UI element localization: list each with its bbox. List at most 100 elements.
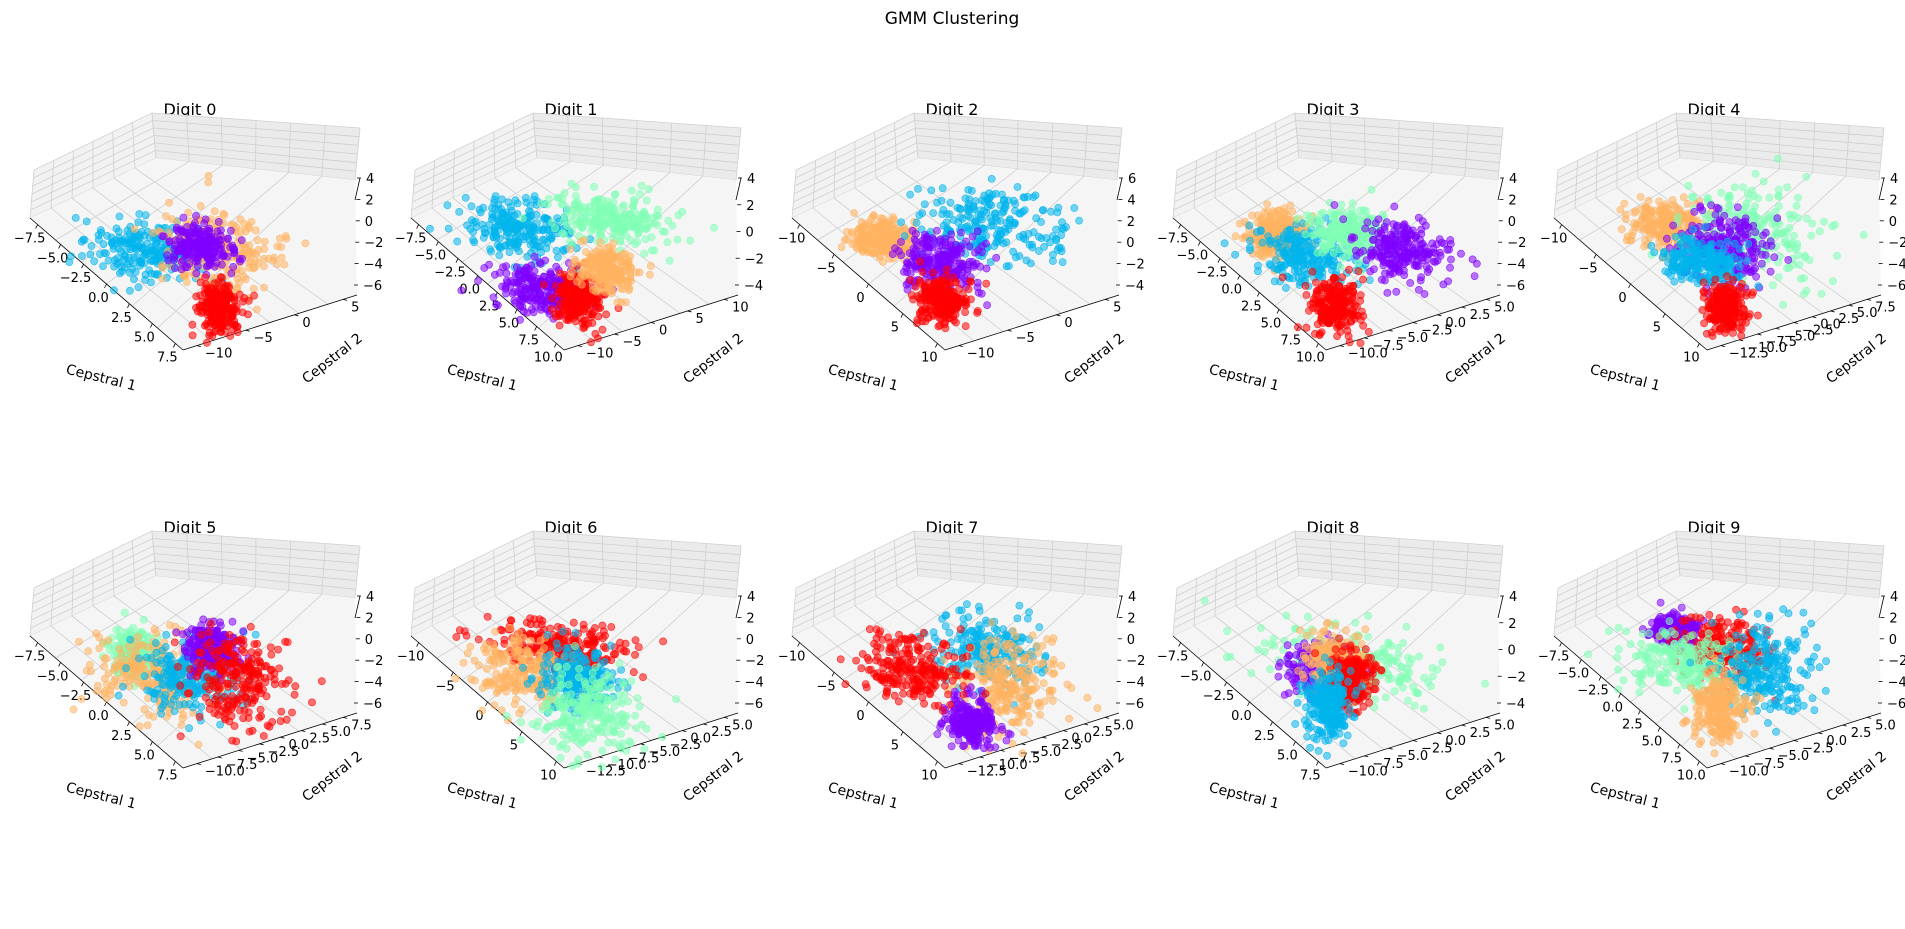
- point: [1401, 258, 1410, 267]
- point: [230, 297, 239, 306]
- z-tick-label: −2: [1888, 236, 1905, 251]
- point: [1792, 243, 1801, 252]
- point: [1335, 245, 1344, 254]
- point: [1037, 218, 1045, 226]
- point: [134, 242, 143, 250]
- point: [1470, 272, 1479, 280]
- point: [512, 263, 521, 272]
- point: [192, 211, 200, 220]
- point: [930, 277, 939, 286]
- y-tick-label: −10: [205, 347, 232, 362]
- z-tick-label: −2: [745, 252, 764, 267]
- y-tick-label: −10: [586, 347, 613, 362]
- point: [165, 237, 174, 245]
- x-tick-label: −2.5: [434, 266, 466, 281]
- point: [240, 219, 249, 228]
- point: [954, 218, 963, 227]
- point: [992, 238, 1001, 247]
- point: [226, 226, 235, 235]
- point: [1428, 239, 1437, 248]
- z-tick-label: 2: [1889, 193, 1897, 208]
- point: [955, 284, 964, 293]
- z-tick-label: 0: [1889, 215, 1897, 230]
- point: [1785, 223, 1794, 232]
- point: [251, 256, 260, 265]
- point: [125, 286, 134, 295]
- point: [999, 207, 1008, 216]
- point: [1666, 209, 1675, 218]
- point: [1380, 276, 1389, 285]
- point: [553, 253, 562, 262]
- point: [918, 236, 927, 245]
- point: [1286, 258, 1295, 267]
- point: [626, 219, 635, 228]
- point: [1457, 249, 1465, 258]
- point: [983, 194, 992, 203]
- point: [94, 231, 103, 240]
- point: [463, 221, 471, 230]
- x-tick-label: −2.5: [1196, 266, 1228, 281]
- point: [596, 223, 605, 232]
- x-tick-label: 10.0: [1296, 350, 1325, 365]
- point: [654, 212, 663, 220]
- point: [192, 269, 201, 278]
- point: [580, 323, 589, 332]
- point: [273, 242, 282, 251]
- point: [444, 224, 453, 233]
- point: [499, 263, 507, 271]
- point: [1669, 221, 1677, 230]
- point: [555, 312, 564, 321]
- point: [1343, 326, 1352, 335]
- point: [1468, 255, 1477, 264]
- point: [987, 175, 996, 183]
- point: [1231, 250, 1239, 259]
- point: [212, 291, 221, 300]
- point: [555, 321, 564, 330]
- point: [1749, 266, 1758, 275]
- point: [1348, 199, 1357, 208]
- point: [1828, 222, 1837, 231]
- point: [962, 301, 971, 309]
- x-axis-label: Cepstral 1: [64, 362, 137, 395]
- point: [571, 192, 580, 200]
- point: [1048, 257, 1057, 265]
- point: [151, 257, 160, 266]
- point: [1347, 235, 1356, 244]
- x-tick-label: 5.0: [1261, 316, 1282, 331]
- z-axis-line: [1497, 177, 1504, 201]
- point: [202, 338, 211, 347]
- point: [114, 244, 123, 253]
- point: [1381, 269, 1389, 278]
- point: [480, 228, 489, 237]
- point: [1320, 244, 1328, 253]
- point: [587, 259, 596, 267]
- point: [588, 319, 597, 327]
- point: [501, 284, 510, 293]
- point: [1220, 239, 1229, 248]
- point: [516, 290, 525, 299]
- point: [71, 213, 80, 222]
- point: [520, 283, 529, 292]
- point: [710, 223, 718, 232]
- point: [1380, 242, 1389, 251]
- point: [1256, 216, 1265, 225]
- point: [277, 253, 286, 262]
- point: [1275, 238, 1284, 247]
- point: [491, 192, 500, 200]
- point: [989, 221, 997, 230]
- point: [158, 263, 167, 272]
- point: [1690, 207, 1699, 216]
- point: [1013, 183, 1022, 191]
- point: [179, 213, 188, 222]
- z-tick-label: 0: [1508, 215, 1516, 230]
- point: [1258, 238, 1267, 247]
- point: [852, 243, 861, 251]
- point: [996, 229, 1005, 238]
- point: [1354, 267, 1363, 276]
- point: [230, 321, 238, 329]
- point: [1431, 258, 1440, 266]
- point: [1302, 323, 1311, 332]
- point: [1333, 332, 1341, 340]
- point: [617, 298, 626, 306]
- x-tick-label: −10: [1540, 232, 1567, 247]
